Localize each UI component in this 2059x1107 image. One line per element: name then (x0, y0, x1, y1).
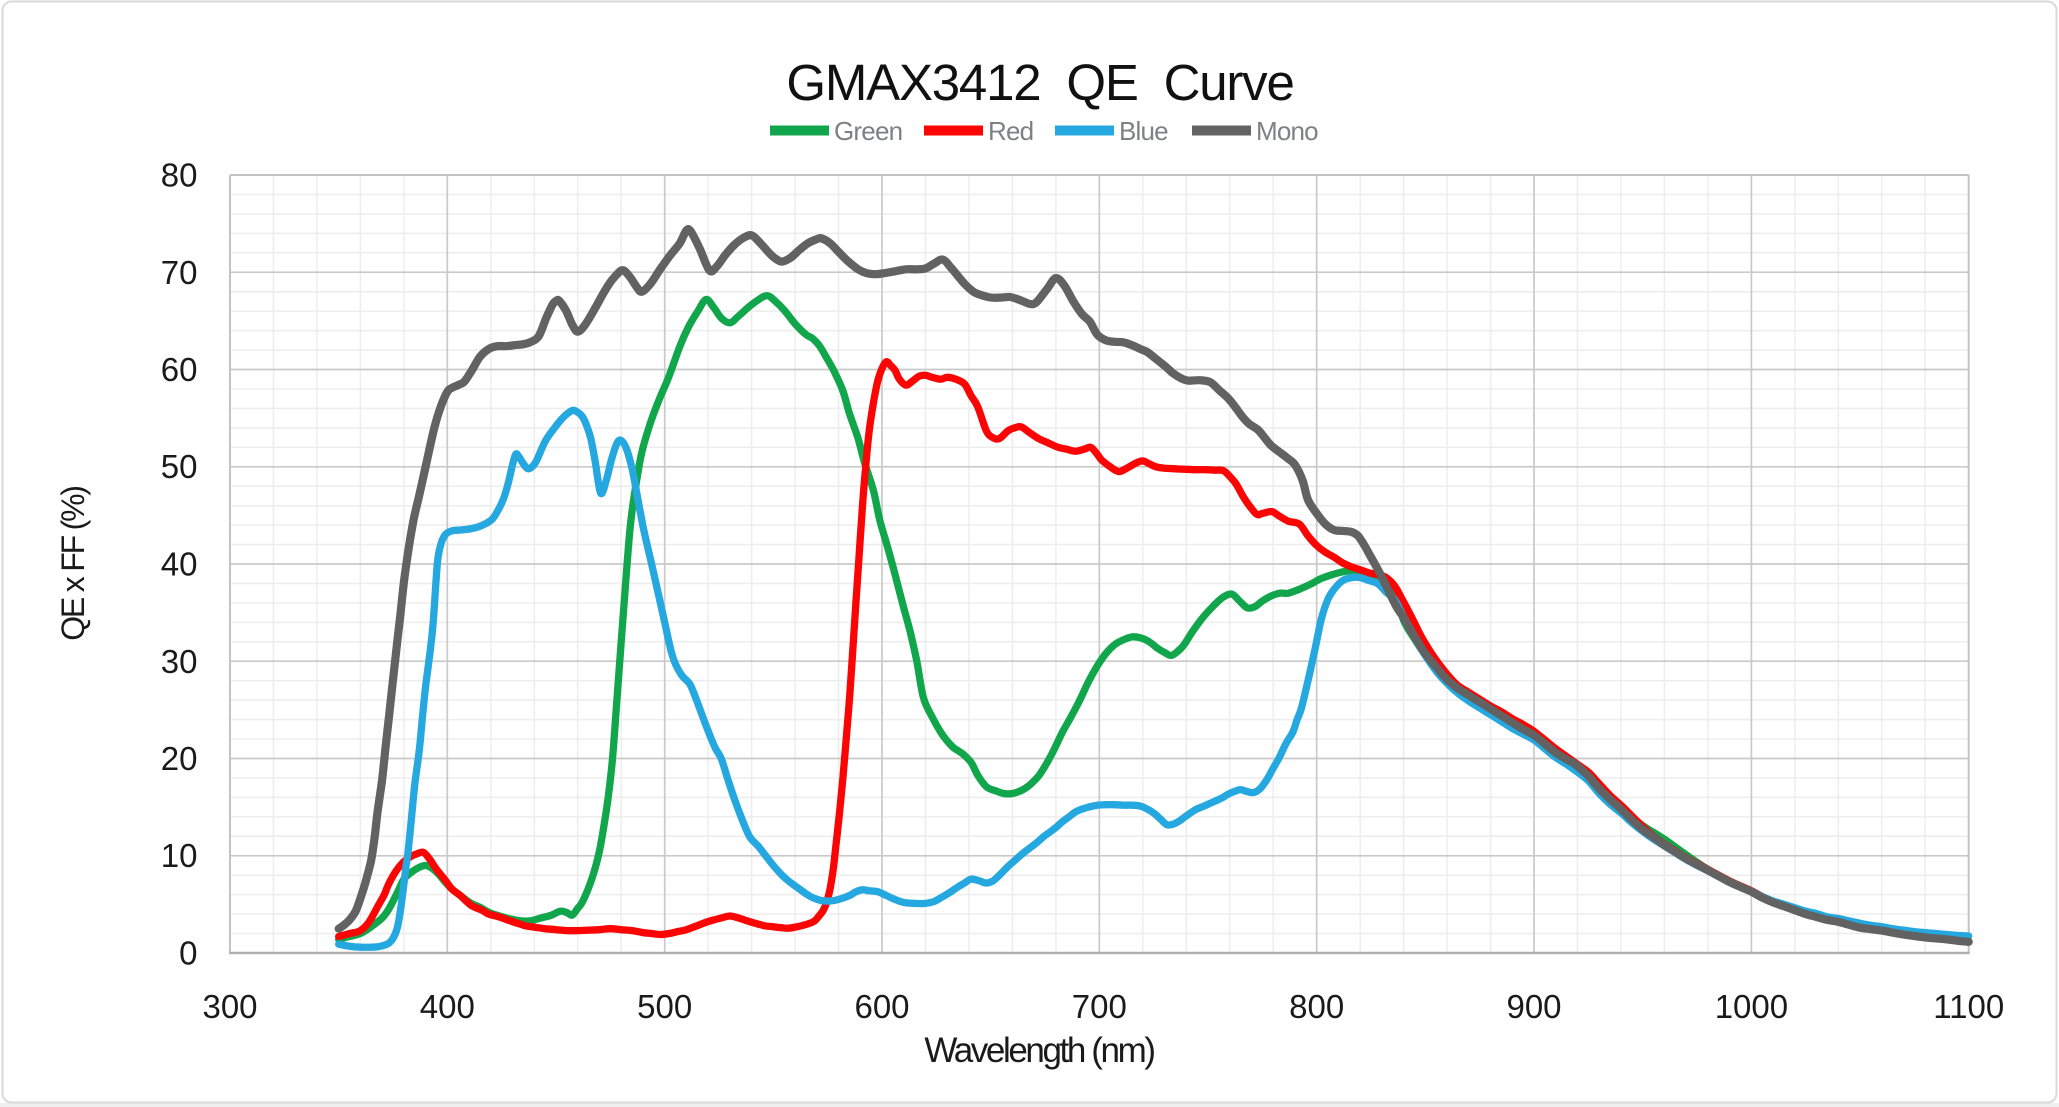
svg-text:0: 0 (179, 935, 197, 972)
svg-text:Red: Red (988, 116, 1033, 146)
svg-text:GMAX3412 QE Curve: GMAX3412 QE Curve (786, 54, 1293, 111)
svg-text:50: 50 (161, 448, 198, 485)
svg-text:80: 80 (161, 157, 198, 194)
svg-text:70: 70 (161, 254, 198, 291)
svg-text:1100: 1100 (1933, 988, 2004, 1025)
svg-text:40: 40 (161, 546, 198, 583)
svg-text:800: 800 (1289, 988, 1344, 1025)
svg-text:10: 10 (161, 837, 198, 874)
svg-text:900: 900 (1506, 988, 1561, 1025)
svg-text:Mono: Mono (1256, 116, 1318, 146)
svg-text:700: 700 (1072, 988, 1127, 1025)
svg-text:Wavelength (nm): Wavelength (nm) (924, 1031, 1154, 1070)
svg-text:500: 500 (637, 988, 692, 1025)
svg-text:30: 30 (161, 643, 198, 680)
svg-text:400: 400 (420, 988, 475, 1025)
svg-text:1000: 1000 (1715, 988, 1788, 1025)
svg-text:600: 600 (854, 988, 909, 1025)
svg-text:Green: Green (834, 116, 902, 146)
svg-text:300: 300 (202, 988, 257, 1025)
svg-text:Blue: Blue (1119, 116, 1168, 146)
svg-text:60: 60 (161, 351, 198, 388)
svg-text:20: 20 (161, 740, 198, 777)
svg-text:QE x FF (%): QE x FF (%) (55, 487, 91, 641)
